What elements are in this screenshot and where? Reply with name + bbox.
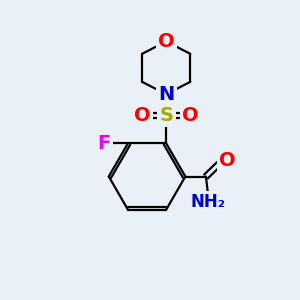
Text: N: N [158, 85, 174, 104]
Text: S: S [159, 106, 173, 125]
Text: O: O [134, 106, 150, 125]
Text: O: O [219, 151, 236, 170]
Text: O: O [182, 106, 199, 125]
Text: O: O [158, 32, 175, 51]
Text: NH₂: NH₂ [191, 194, 226, 211]
Text: F: F [98, 134, 111, 153]
